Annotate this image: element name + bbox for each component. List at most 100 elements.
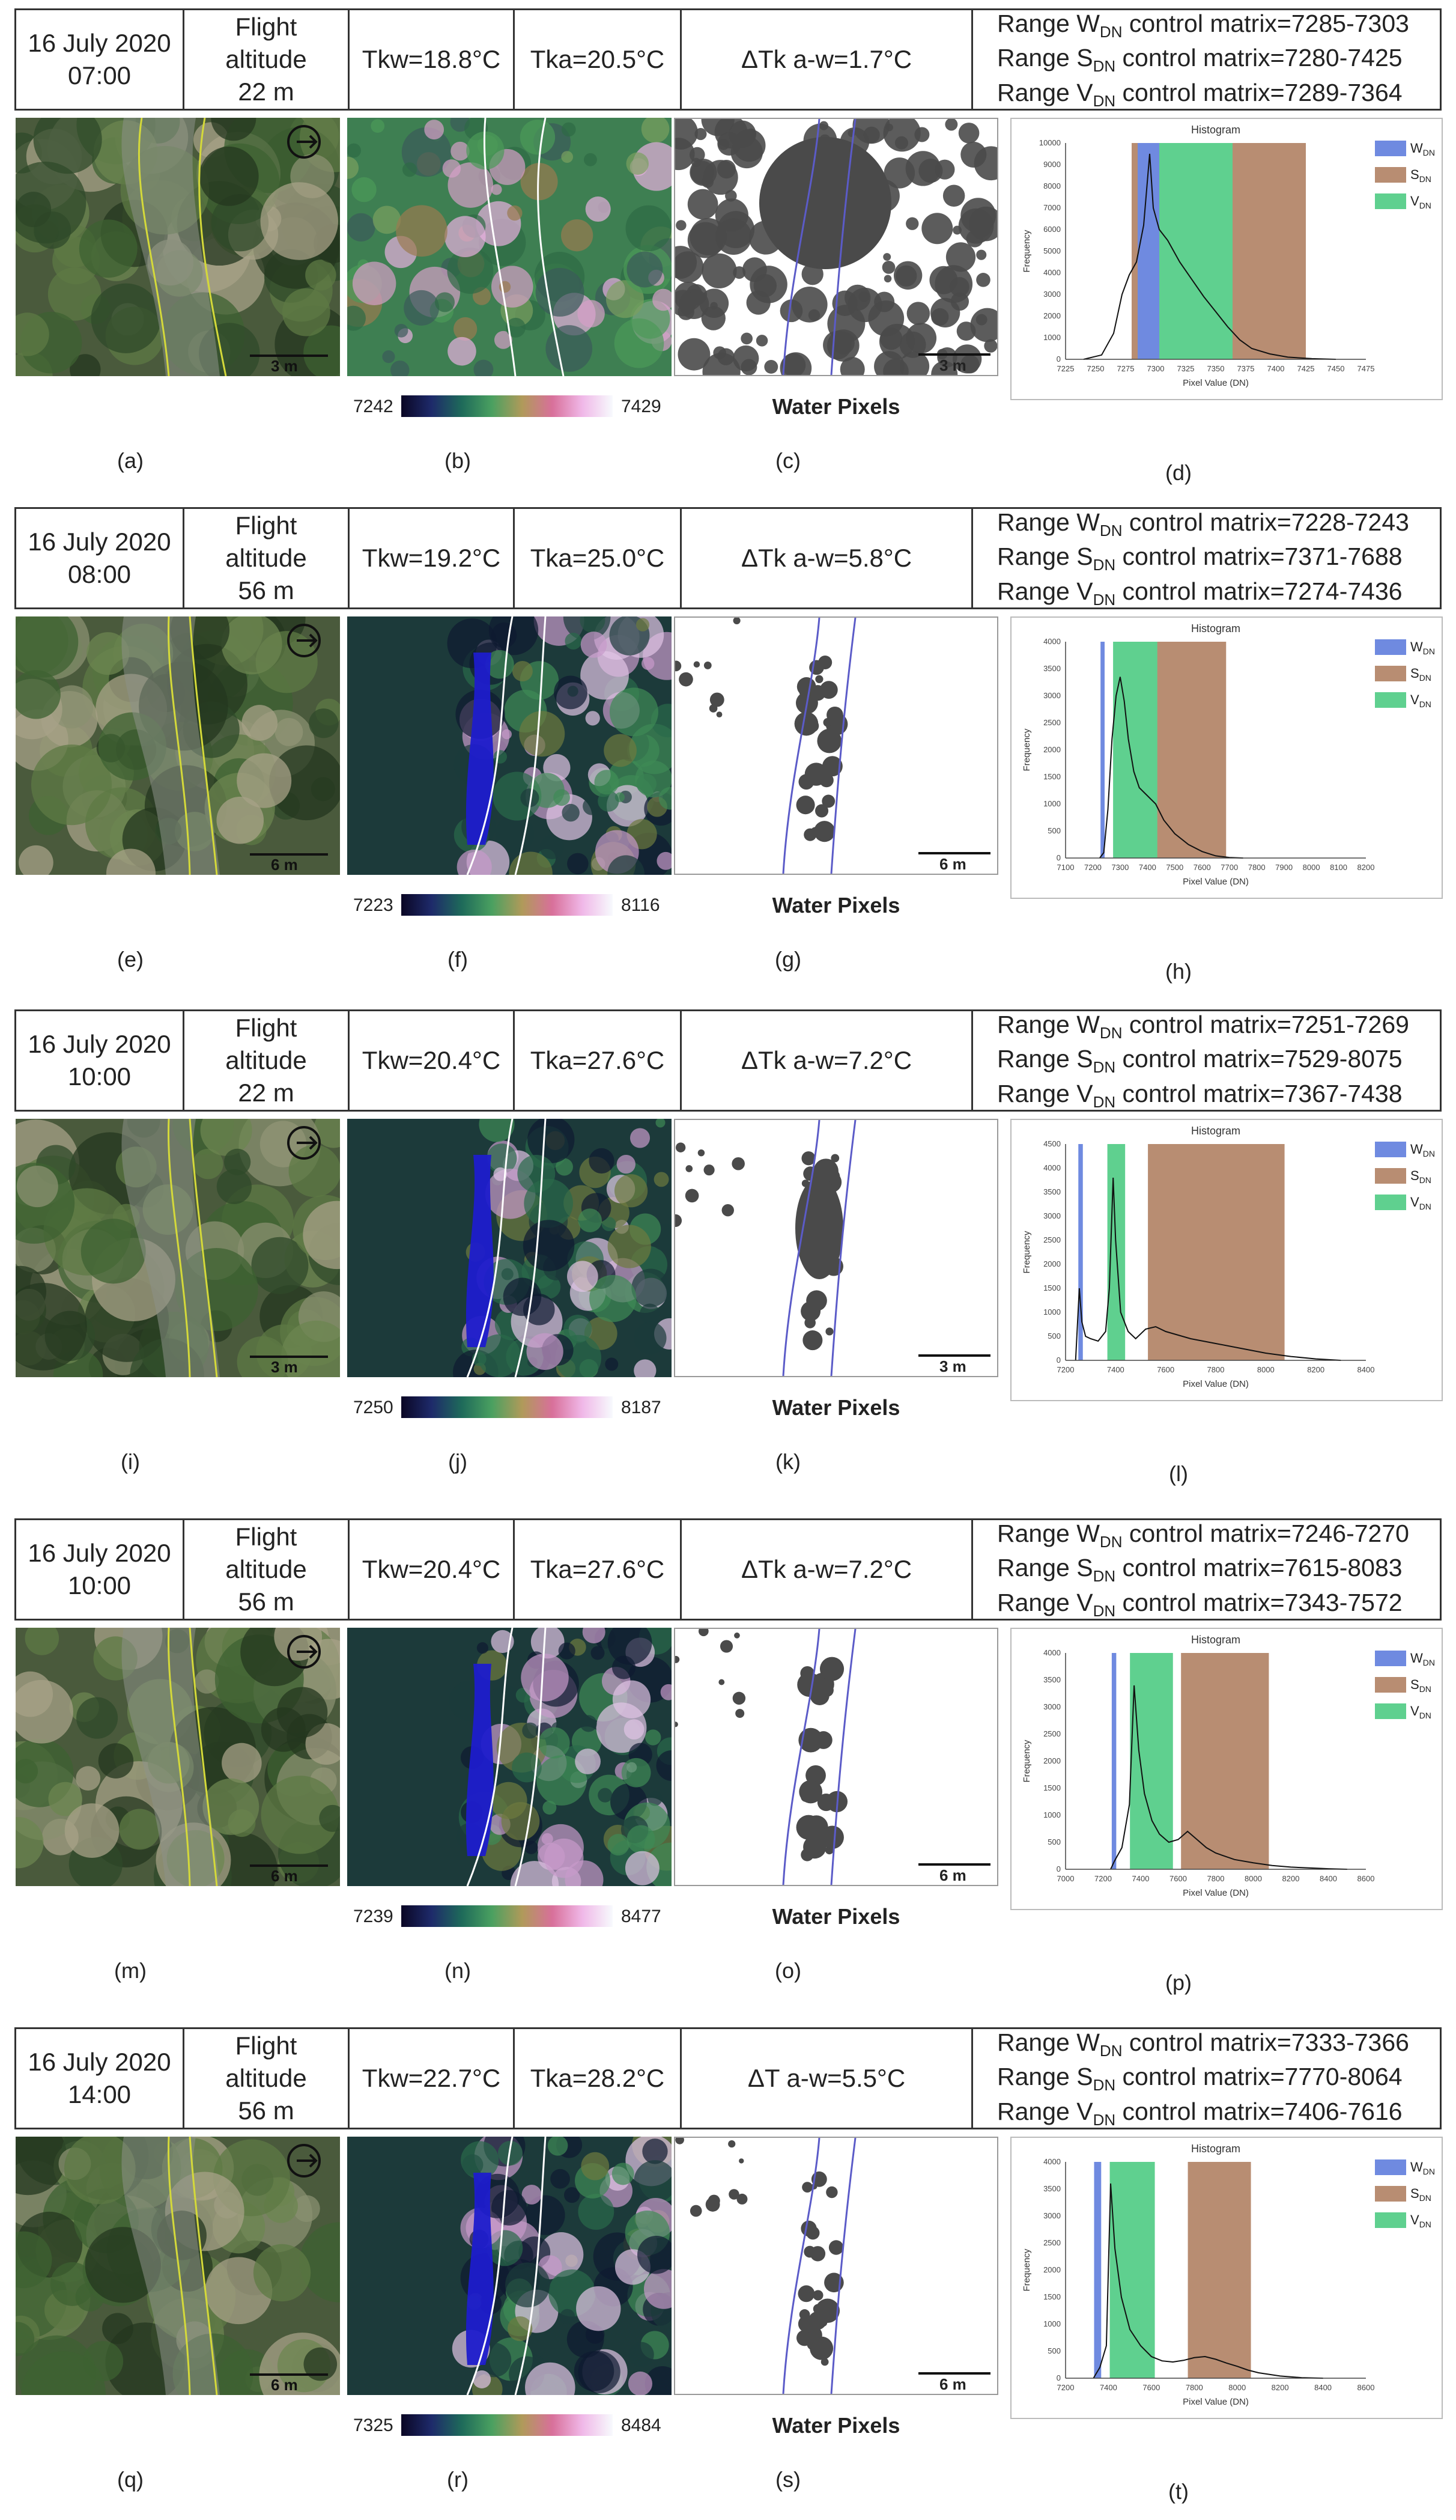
delta-t-text: ΔTk a-w=5.8°C (741, 544, 912, 573)
colorbar-gradient (401, 1905, 613, 1927)
date-text: 16 July 2020 (28, 1030, 171, 1059)
scale-bar-label: 3 m (271, 357, 298, 375)
x-tick-label: 7600 (1169, 1874, 1187, 1883)
range-suffix: control matrix=7289-7364 (1115, 78, 1403, 106)
altitude-line: altitude (225, 2064, 307, 2093)
y-tick-label: 0 (1057, 1864, 1061, 1873)
x-tick-label: 7200 (1084, 863, 1102, 872)
y-tick-label: 4500 (1043, 1139, 1061, 1148)
altitude-value: 56 m (238, 2096, 294, 2125)
y-tick-label: 2500 (1043, 2238, 1061, 2247)
panel-caption: (h) (1165, 959, 1192, 984)
colorbar-max: 8187 (621, 1398, 661, 1417)
water-pixels-label: Water Pixels (772, 2413, 900, 2438)
range-band-w (1100, 642, 1105, 858)
altitude-line: Flight (235, 1014, 297, 1042)
y-tick-label: 500 (1048, 826, 1061, 835)
range-subscript: DN (1093, 1567, 1116, 1586)
north-arrow-icon (287, 624, 321, 657)
tkw-cell: Tkw=20.4°C (350, 1011, 515, 1110)
date-cell: 16 July 2020 07:00 (16, 10, 184, 109)
date-text: 16 July 2020 (28, 528, 171, 556)
range-band-v (1113, 642, 1157, 858)
panel-caption: (j) (448, 1449, 467, 1474)
legend-item: VDN (1375, 193, 1431, 210)
x-tick-label: 7800 (1207, 1874, 1225, 1883)
colorbar-min: 7325 (353, 2415, 393, 2435)
x-tick-label: 8000 (1303, 863, 1320, 872)
panel-caption: (k) (775, 1449, 801, 1474)
scale-bar-label: 3 m (271, 1358, 298, 1376)
x-tick-label: 8400 (1314, 2383, 1332, 2392)
chart-title: Histogram (1191, 1125, 1240, 1137)
range-suffix: control matrix=7274-7436 (1115, 577, 1403, 605)
y-tick-label: 3500 (1043, 664, 1061, 673)
range-line: Range VDN control matrix=7274-7436 (997, 576, 1403, 610)
x-tick-label: 7275 (1117, 364, 1135, 373)
figure-row: 16 July 2020 14:00 Flight altitude 56 m Tkw=2… (0, 2027, 1456, 2520)
colorbar-min: 7250 (353, 1398, 393, 1417)
range-subscript: DN (1093, 590, 1116, 609)
x-tick-label: 8400 (1357, 1365, 1375, 1374)
date-cell: 16 July 2020 14:00 (16, 2029, 184, 2128)
thermal-image (347, 1628, 672, 1886)
histogram-line (1093, 2183, 1323, 2379)
altitude-cell: Flight altitude 22 m (184, 10, 350, 109)
date-cell: 16 July 2020 08:00 (16, 509, 184, 607)
histogram-chart: Histogram 7100 7200 7300 7400 7500 7600 7700 780… (1010, 616, 1443, 899)
x-tick-label: 8200 (1272, 2383, 1289, 2392)
delta-t-cell: ΔTk a-w=1.7°C (682, 10, 973, 109)
range-prefix: Range V (997, 1588, 1093, 1616)
y-axis-label: Frequency (1022, 2248, 1032, 2291)
altitude-line: Flight (235, 1523, 297, 1551)
tkw-cell: Tkw=20.4°C (350, 1520, 515, 1619)
colorbar: 7325 8484 (347, 2412, 672, 2441)
colorbar-gradient (401, 2414, 613, 2436)
tkw-cell: Tkw=19.2°C (350, 509, 515, 607)
range-line: Range SDN control matrix=7280-7425 (997, 42, 1403, 76)
delta-t-text: ΔTk a-w=7.2°C (741, 1555, 912, 1584)
range-prefix: Range W (997, 508, 1100, 536)
range-prefix: Range V (997, 78, 1093, 106)
x-tick-label: 8000 (1228, 2383, 1246, 2392)
histogram-chart: Histogram 7225 7250 7275 7300 7325 7350 7375 740… (1010, 118, 1443, 400)
range-line: Range WDN control matrix=7246-7270 (997, 1518, 1409, 1552)
altitude-line: Flight (235, 511, 297, 540)
x-tick-label: 8200 (1282, 1874, 1300, 1883)
panel-caption: (i) (121, 1449, 140, 1474)
water-pixels-label: Water Pixels (772, 893, 900, 918)
y-tick-label: 1000 (1043, 333, 1061, 342)
x-tick-label: 7800 (1207, 1365, 1225, 1374)
svg-text:WDN: WDN (1410, 2159, 1435, 2176)
tka-cell: Tka=27.6°C (515, 1011, 682, 1110)
range-band-w (1138, 143, 1159, 359)
range-subscript: DN (1093, 57, 1116, 76)
ranges-cell: Range WDN control matrix=7285-7303 Range … (973, 9, 1440, 110)
y-tick-label: 4000 (1043, 1648, 1061, 1657)
rgb-aerial-image: 3 m (16, 118, 340, 376)
range-suffix: control matrix=7529-8075 (1115, 1045, 1403, 1073)
y-tick-label: 9000 (1043, 160, 1061, 169)
x-tick-label: 7900 (1275, 863, 1293, 872)
altitude-line: Flight (235, 2032, 297, 2060)
range-suffix: control matrix=7285-7303 (1122, 9, 1409, 37)
figure-row: 16 July 2020 10:00 Flight altitude 22 m Tkw=2… (0, 1009, 1456, 1502)
thermal-image (347, 2137, 672, 2395)
range-band-v (1130, 1653, 1173, 1869)
tkw-text: Tkw=22.7°C (362, 2064, 501, 2093)
colorbar-min: 7223 (353, 895, 393, 915)
range-line: Range VDN control matrix=7367-7438 (997, 1078, 1403, 1112)
range-subscript: DN (1093, 556, 1116, 574)
x-tick-label: 7800 (1248, 863, 1266, 872)
y-tick-label: 2000 (1043, 745, 1061, 754)
range-prefix: Range S (997, 543, 1093, 571)
svg-text:SDN: SDN (1410, 666, 1431, 683)
y-tick-label: 10000 (1039, 138, 1061, 147)
histogram-line (1110, 1685, 1347, 1870)
legend-item: WDN (1375, 1142, 1435, 1158)
x-tick-label: 7350 (1207, 364, 1225, 373)
time-text: 07:00 (67, 61, 132, 90)
y-tick-label: 7000 (1043, 203, 1061, 212)
y-tick-label: 2000 (1043, 2265, 1061, 2274)
date-text: 16 July 2020 (28, 2048, 171, 2077)
